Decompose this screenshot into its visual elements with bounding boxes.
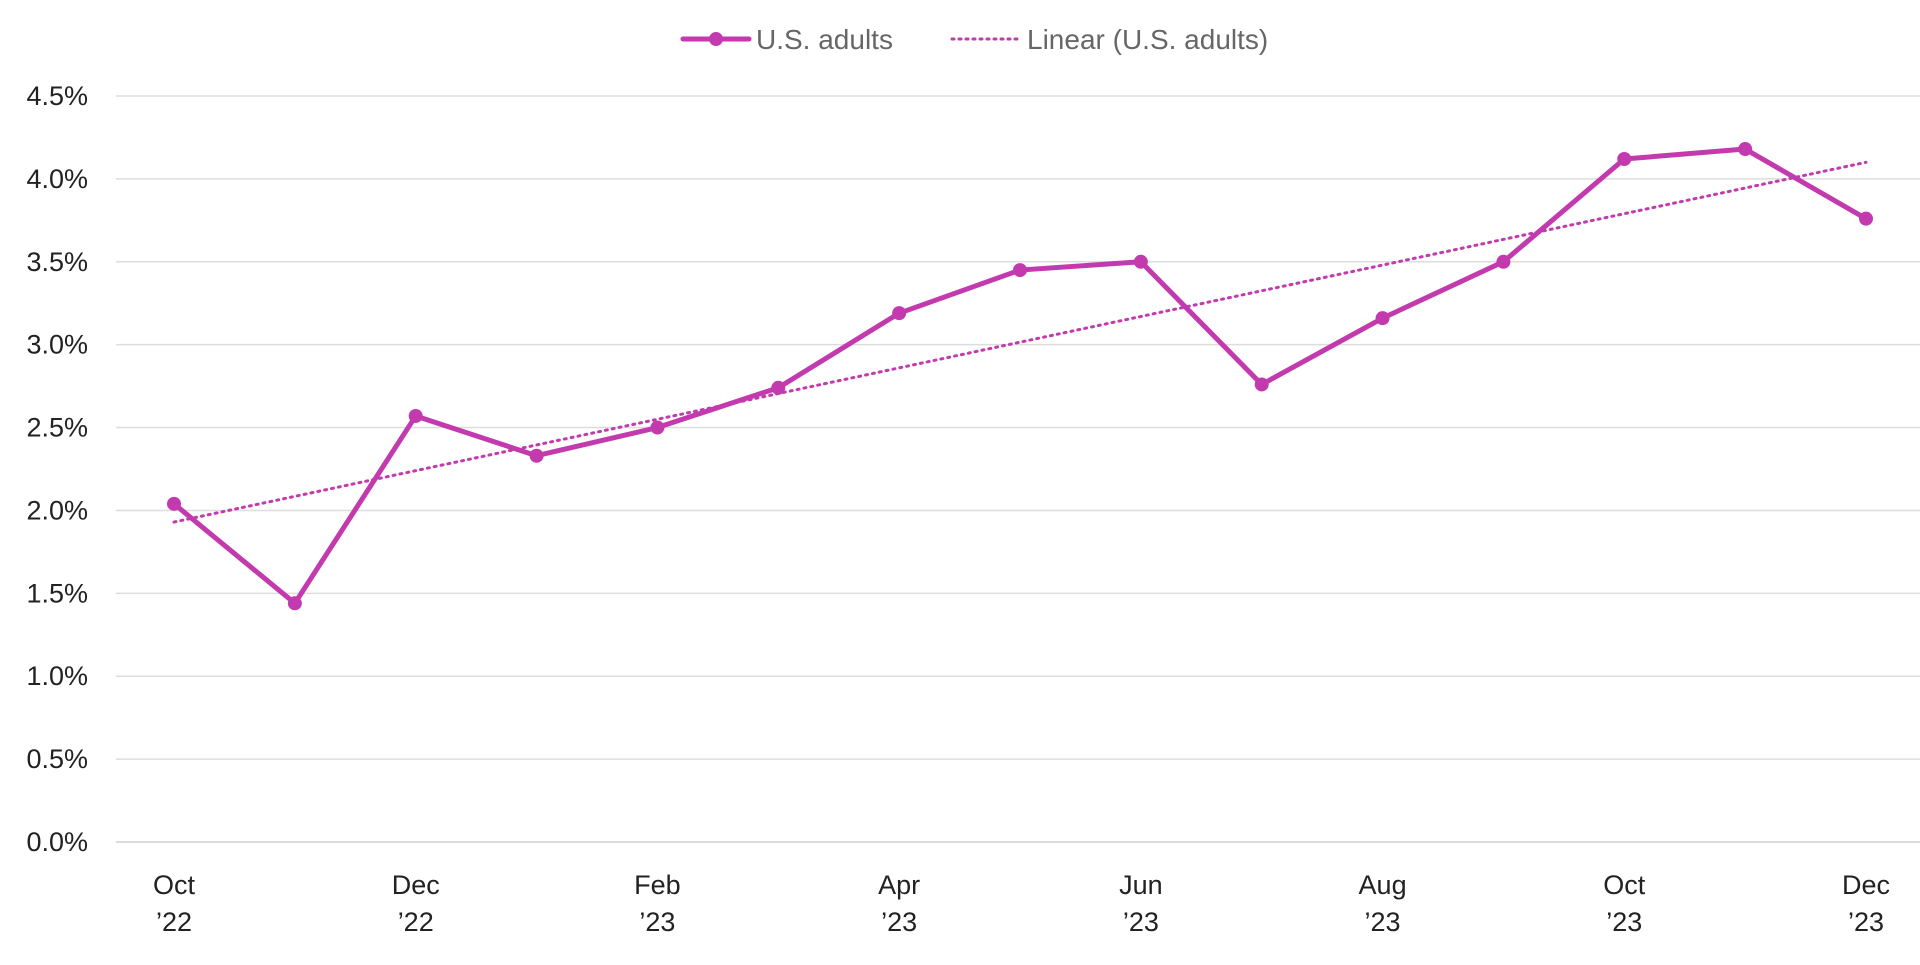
- y-tick-label: 3.0%: [26, 330, 88, 360]
- data-point-us-adults: [892, 306, 907, 321]
- legend-label-linear: Linear (U.S. adults): [1027, 24, 1268, 55]
- legend-label-us-adults: U.S. adults: [756, 24, 893, 55]
- data-point-us-adults: [1133, 254, 1148, 269]
- y-tick-label: 0.0%: [26, 827, 88, 857]
- y-axis: 0.0% 0.5% 1.0% 1.5% 2.0% 2.5% 3.0% 3.5% 4.0% 4.5%: [26, 81, 88, 857]
- x-tick-label-month: Oct: [1603, 870, 1646, 900]
- x-tick-label-month: Dec: [392, 870, 440, 900]
- x-tick-label-month: Apr: [878, 870, 920, 900]
- gridlines: [116, 95, 1920, 843]
- x-tick-label-year: ’23: [1848, 907, 1884, 937]
- x-tick-label-year: ’23: [881, 907, 917, 937]
- legend: U.S. adults Linear (U.S. adults): [680, 24, 1268, 55]
- y-tick-label: 1.0%: [26, 661, 88, 691]
- x-tick-label-month: Feb: [634, 870, 681, 900]
- x-tick-label-year: ’22: [156, 907, 192, 937]
- data-point-us-adults: [1254, 377, 1269, 392]
- data-point-us-adults: [771, 380, 786, 395]
- data-point-us-adults: [1617, 151, 1632, 166]
- data-point-us-adults: [167, 496, 181, 511]
- x-tick-label-year: ’23: [639, 907, 675, 937]
- x-tick-label-month: Aug: [1359, 870, 1407, 900]
- x-tick-label-month: Dec: [1842, 870, 1890, 900]
- legend-marker-us-adults: [709, 32, 723, 46]
- x-tick-label-year: ’22: [398, 907, 434, 937]
- x-axis: Oct ’22 Dec ’22 Feb ’23 Apr ’23 Jun ’23 Aug ’23 Oct ’…: [153, 870, 1890, 937]
- x-tick-label-year: ’23: [1606, 907, 1642, 937]
- data-point-us-adults: [1375, 311, 1390, 326]
- x-tick-label-month: Oct: [153, 870, 196, 900]
- y-tick-label: 1.5%: [26, 578, 88, 608]
- x-tick-label-year: ’23: [1123, 907, 1159, 937]
- plot-area: [167, 142, 1873, 611]
- y-tick-label: 4.0%: [26, 164, 88, 194]
- data-point-us-adults: [408, 408, 423, 423]
- x-tick-label-year: ’23: [1365, 907, 1401, 937]
- y-tick-label: 3.5%: [26, 247, 88, 277]
- data-point-us-adults: [1738, 142, 1753, 157]
- y-tick-label: 2.0%: [26, 495, 88, 525]
- data-point-us-adults: [1013, 263, 1027, 278]
- y-tick-label: 4.5%: [26, 81, 88, 111]
- data-point-us-adults: [1496, 254, 1511, 269]
- data-point-us-adults: [287, 596, 302, 611]
- data-point-us-adults: [650, 420, 665, 435]
- y-tick-label: 2.5%: [26, 413, 88, 443]
- x-tick-label-month: Jun: [1119, 870, 1163, 900]
- data-point-us-adults: [529, 448, 544, 463]
- y-tick-label: 0.5%: [26, 744, 88, 774]
- data-point-us-adults: [1859, 211, 1873, 226]
- trendline-linear-us-adults: [172, 160, 1868, 524]
